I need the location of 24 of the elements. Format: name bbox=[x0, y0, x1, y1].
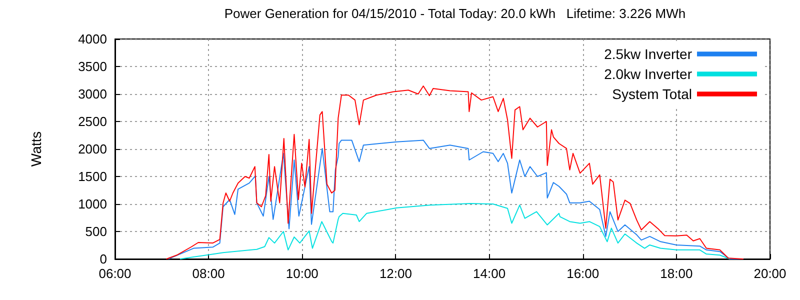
x-tick-label: 10:00 bbox=[286, 266, 318, 281]
y-tick-label: 1000 bbox=[78, 196, 107, 212]
line-series bbox=[180, 202, 730, 260]
y-tick-label: 0 bbox=[100, 252, 107, 266]
chart-title: Power Generation for 04/15/2010 - Total Today: 20.0 kWh Lifetime: 3.226 MWh bbox=[224, 6, 686, 21]
legend-label: 2.0kw Inverter bbox=[604, 66, 692, 82]
y-tick-label: 1500 bbox=[78, 169, 107, 184]
line-series bbox=[166, 86, 744, 260]
legend-label: System Total bbox=[612, 86, 692, 102]
x-tick-label: 18:00 bbox=[660, 266, 693, 281]
y-tick-label: 3500 bbox=[78, 59, 107, 74]
x-tick-label: 14:00 bbox=[473, 266, 506, 281]
y-tick-label: 4000 bbox=[78, 32, 107, 46]
y-tick-label: 3000 bbox=[78, 86, 107, 102]
x-tick-label: 12:00 bbox=[379, 266, 412, 281]
x-tick-label: 08:00 bbox=[192, 266, 225, 281]
y-axis-title: Watts bbox=[28, 131, 44, 167]
x-tick-label: 16:00 bbox=[566, 266, 600, 281]
y-tick-label: 2500 bbox=[78, 114, 107, 129]
y-tick-label: 500 bbox=[85, 224, 107, 239]
legend-label: 2.5kw Inverter bbox=[604, 46, 692, 62]
x-tick-label: 06:00 bbox=[98, 266, 132, 281]
y-tick-label: 2000 bbox=[78, 142, 107, 156]
x-tick-label: 20:00 bbox=[754, 266, 786, 281]
